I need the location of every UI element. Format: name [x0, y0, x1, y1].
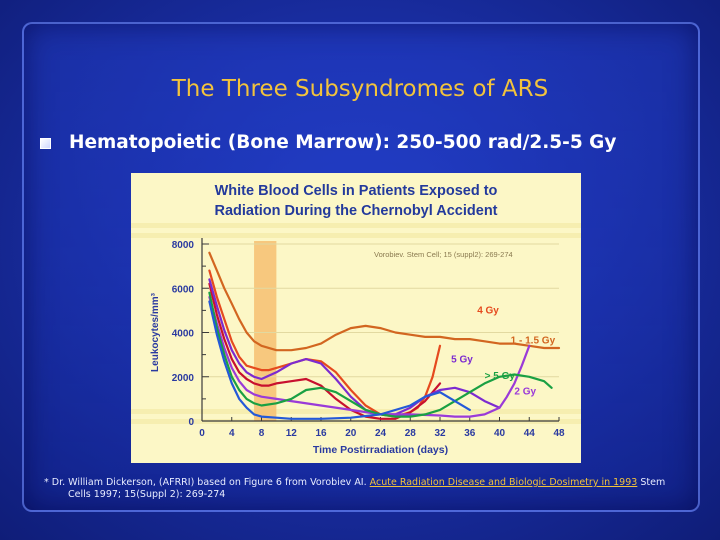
bullet-text: Hematopoietic (Bone Marrow): 250-500 rad… [69, 132, 617, 153]
x-tick-label-7: 28 [405, 428, 417, 439]
y-tick-label-3: 6000 [172, 284, 195, 295]
header-stripe-0 [131, 223, 581, 228]
y-tick-label-0: 0 [188, 417, 194, 428]
series-line-2-gy [208, 295, 531, 418]
x-tick-label-8: 32 [434, 428, 446, 439]
chart-title-line1: White Blood Cells in Patients Exposed to [215, 183, 498, 199]
series-annotation-3: > 5 Gy [485, 371, 516, 382]
x-tick-label-6: 24 [375, 428, 387, 439]
footnote-link[interactable]: Acute Radiation Disease and Biologic Dos… [369, 477, 638, 488]
wbc-chart-svg: White Blood Cells in Patients Exposed to… [131, 173, 581, 463]
chart-axes [201, 238, 560, 422]
header-stripe-1 [131, 233, 581, 238]
footnote-line2: Cells 1997; 15(Suppl 2): 269-274 [68, 489, 226, 500]
y-tick-label-1: 2000 [172, 373, 195, 384]
chart-background [131, 173, 581, 463]
series-annotation-1: 1 - 1.5 Gy [511, 336, 556, 347]
x-tick-label-11: 44 [524, 428, 536, 439]
x-tick-label-4: 16 [315, 428, 327, 439]
x-tick-labels: 0 4 8 12 16 20 24 28 32 36 40 44 48 [199, 428, 565, 439]
series-annotation-2: 5 Gy [451, 354, 473, 365]
chart-title-line2: Radiation During the Chernobyl Accident [214, 203, 497, 219]
x-tick-label-1: 4 [229, 428, 235, 439]
x-tick-label-12: 48 [553, 428, 565, 439]
x-tick-label-0: 0 [199, 428, 205, 439]
series-line--5-gy [208, 291, 553, 418]
series-line-blue [208, 300, 471, 420]
series-line-red [208, 282, 442, 420]
highlight-band [254, 241, 277, 421]
square-bullet-icon [40, 138, 51, 149]
footnote: * Dr. William Dickerson, (AFRRI) based o… [44, 477, 674, 501]
x-tick-label-9: 36 [464, 428, 476, 439]
footnote-suffix: Stem [640, 477, 666, 488]
chart-series [208, 251, 561, 420]
footnote-prefix: * Dr. William Dickerson, (AFRRI) based o… [44, 477, 367, 488]
wbc-chart: White Blood Cells in Patients Exposed to… [131, 173, 581, 463]
x-tick-label-2: 8 [259, 428, 265, 439]
series-annotation-0: 4 Gy [477, 306, 499, 317]
chart-citation: Vorobiev. Stem Cell; 15 (suppl2): 269-27… [374, 250, 513, 259]
y-tick-label-4: 8000 [172, 240, 195, 251]
x-tick-label-3: 12 [286, 428, 298, 439]
x-tick-label-10: 40 [494, 428, 506, 439]
bullet-item: Hematopoietic (Bone Marrow): 250-500 rad… [40, 132, 616, 153]
series-annotations: 4 Gy 1 - 1.5 Gy 5 Gy > 5 Gy 2 Gy [451, 306, 555, 398]
y-tick-labels: 0 2000 4000 6000 8000 [172, 240, 195, 428]
slide-title: The Three Subsyndromes of ARS [171, 76, 549, 102]
series-annotation-4: 2 Gy [514, 386, 536, 397]
x-axis-label: Time Postirradiation (days) [313, 444, 448, 456]
x-tick-label-5: 20 [345, 428, 357, 439]
y-gridlines [202, 243, 559, 378]
series-line-1-1-5-gy [208, 251, 561, 352]
series-line-5-gy [208, 278, 501, 416]
y-axis-label: Leukocytes/mm³ [150, 292, 161, 372]
y-tick-label-2: 4000 [172, 329, 195, 340]
